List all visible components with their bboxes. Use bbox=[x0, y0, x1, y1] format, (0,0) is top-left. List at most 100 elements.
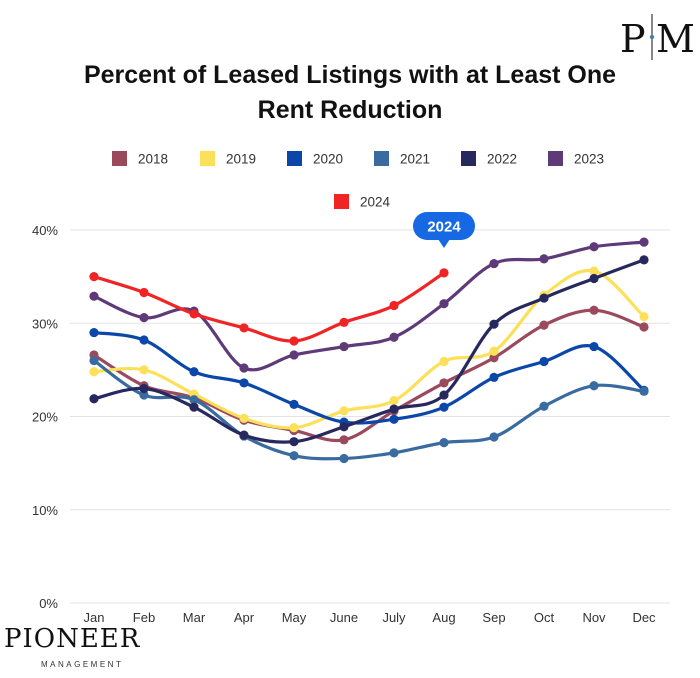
data-point bbox=[239, 363, 249, 373]
data-point bbox=[389, 404, 399, 414]
data-point bbox=[139, 390, 149, 400]
data-point bbox=[639, 386, 649, 396]
data-point bbox=[439, 356, 449, 367]
legend-swatch bbox=[200, 151, 215, 166]
series-line bbox=[92, 330, 646, 425]
data-point bbox=[339, 422, 349, 432]
chart-callout: 2024 bbox=[413, 212, 475, 248]
legend-label: 2018 bbox=[138, 152, 168, 167]
data-point bbox=[439, 438, 449, 448]
x-axis: Jan Feb Mar Apr May June July Aug Sep Oct Nov Dec bbox=[84, 610, 657, 625]
data-point bbox=[489, 372, 499, 382]
y-tick-label: 40% bbox=[32, 223, 58, 238]
logo-letter-p: P bbox=[620, 17, 646, 61]
chart-title-line-2: Rent Reduction bbox=[257, 96, 443, 124]
x-tick-label: Nov bbox=[582, 610, 606, 625]
data-point bbox=[339, 317, 349, 327]
data-point bbox=[439, 268, 449, 278]
data-point bbox=[389, 396, 399, 406]
data-point bbox=[289, 437, 299, 447]
data-point bbox=[189, 367, 199, 377]
data-point bbox=[489, 353, 499, 363]
data-point bbox=[439, 390, 449, 400]
legend-label: 2020 bbox=[313, 152, 343, 167]
data-point bbox=[589, 266, 599, 276]
y-tick-label: 30% bbox=[32, 316, 58, 331]
data-point bbox=[89, 394, 99, 404]
legend-swatch bbox=[334, 194, 349, 209]
legend-item-2019: 2019 bbox=[200, 151, 256, 167]
corner-logo: P M bbox=[620, 14, 695, 61]
data-point bbox=[639, 322, 649, 332]
y-axis: 0% 10% 20% 30% 40% bbox=[32, 223, 58, 611]
series-line bbox=[92, 358, 646, 461]
series-line bbox=[92, 258, 646, 444]
x-tick-label: May bbox=[282, 610, 307, 625]
data-point bbox=[639, 237, 649, 247]
brand-subtitle: MANAGEMENT bbox=[41, 660, 124, 669]
chart-title-line-1: Percent of Leased Listings with at Least… bbox=[83, 61, 617, 89]
series-2022 bbox=[89, 255, 649, 447]
data-point bbox=[589, 273, 599, 284]
data-point bbox=[89, 327, 99, 338]
data-point bbox=[289, 451, 299, 461]
chart-title: Percent of Leased Listings with at Least… bbox=[0, 58, 700, 128]
data-point bbox=[639, 312, 649, 322]
chart-legend: 2018 2019 2020 2021 2022 2023 2024 bbox=[112, 151, 604, 210]
legend-swatch bbox=[287, 151, 302, 166]
data-point bbox=[89, 272, 99, 282]
data-point bbox=[89, 367, 99, 377]
chart-series bbox=[89, 237, 649, 464]
data-point bbox=[239, 430, 249, 440]
legend-item-2018: 2018 bbox=[112, 151, 168, 167]
data-point bbox=[589, 341, 599, 352]
data-point bbox=[389, 332, 399, 342]
brand-logo: PIONEER MANAGEMENT bbox=[4, 624, 154, 672]
data-point bbox=[189, 395, 199, 405]
series-2019 bbox=[89, 266, 649, 433]
data-point bbox=[289, 399, 299, 409]
legend-item-2022: 2022 bbox=[461, 151, 517, 167]
data-point bbox=[339, 341, 349, 352]
callout-bubble bbox=[413, 212, 475, 240]
chart-grid bbox=[70, 229, 670, 604]
legend-swatch bbox=[548, 151, 563, 166]
data-point bbox=[139, 287, 149, 298]
data-point bbox=[589, 381, 599, 391]
data-point bbox=[389, 300, 399, 311]
y-tick-label: 20% bbox=[32, 410, 58, 425]
data-point bbox=[389, 414, 399, 424]
logo-letter-m: M bbox=[656, 17, 695, 61]
legend-label: 2021 bbox=[400, 152, 430, 167]
x-tick-label: Feb bbox=[133, 610, 155, 625]
legend-label: 2024 bbox=[360, 195, 391, 210]
callout-label: 2024 bbox=[427, 219, 461, 236]
data-point bbox=[89, 291, 99, 301]
data-point bbox=[139, 383, 149, 394]
data-point bbox=[439, 299, 449, 309]
data-point bbox=[489, 258, 499, 269]
data-point bbox=[539, 356, 549, 367]
data-point bbox=[439, 378, 449, 388]
data-point bbox=[489, 346, 499, 356]
legend-label: 2023 bbox=[574, 152, 604, 167]
brand-name: PIONEER bbox=[4, 624, 141, 654]
data-point bbox=[489, 432, 499, 442]
legend-item-2020: 2020 bbox=[287, 151, 343, 167]
series-line bbox=[92, 268, 646, 430]
data-point bbox=[539, 254, 549, 264]
legend-swatch bbox=[374, 151, 389, 166]
data-point bbox=[489, 319, 499, 329]
data-point bbox=[589, 242, 599, 252]
data-point bbox=[639, 255, 649, 265]
legend-swatch bbox=[112, 151, 127, 166]
callout-pointer bbox=[438, 239, 450, 248]
data-point bbox=[239, 413, 249, 423]
data-point bbox=[289, 336, 299, 346]
x-tick-label: July bbox=[382, 610, 406, 625]
legend-item-2023: 2023 bbox=[548, 151, 604, 167]
data-point bbox=[239, 378, 249, 388]
data-point bbox=[189, 402, 199, 412]
data-point bbox=[439, 402, 449, 412]
